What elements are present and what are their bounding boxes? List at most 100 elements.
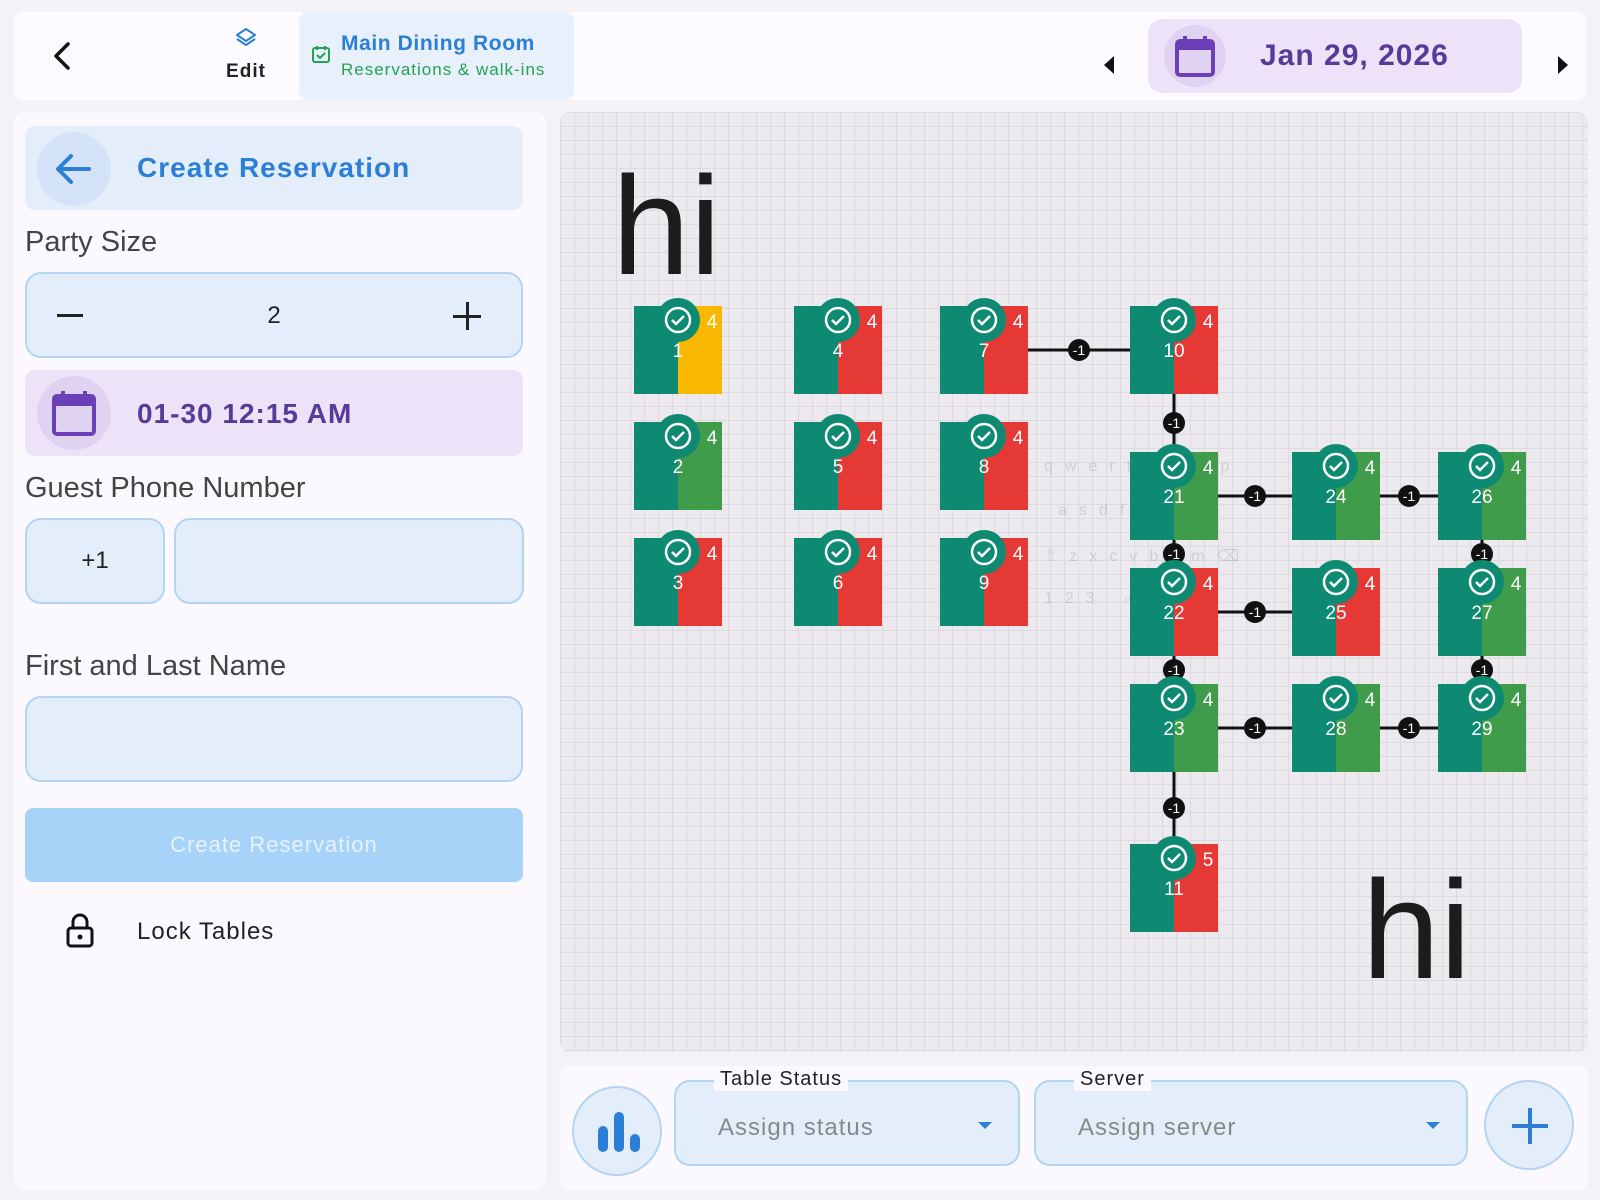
table-seat-count: 4	[1365, 690, 1376, 711]
floor-annotation-text: hi	[612, 147, 721, 304]
table-link-badge[interactable]: -1	[1471, 543, 1493, 565]
add-button[interactable]	[1484, 1080, 1574, 1170]
decrease-party-button[interactable]	[57, 314, 83, 317]
guest-name-input[interactable]	[25, 696, 523, 782]
table-11[interactable]: 5 11	[1130, 836, 1218, 932]
table-number: 5	[833, 457, 844, 478]
table-link-badge[interactable]: -1	[1163, 543, 1185, 565]
lock-tables-toggle[interactable]: Lock Tables	[25, 892, 523, 968]
table-7[interactable]: 47	[940, 298, 1028, 394]
create-reservation-header[interactable]: Create Reservation	[25, 126, 523, 210]
table-seat-count: 4	[1203, 690, 1214, 711]
table-seat-count: 5	[1203, 850, 1214, 871]
svg-text:-1: -1	[1249, 488, 1262, 504]
table-9[interactable]: 49	[940, 530, 1028, 626]
server-dropdown[interactable]: Server Assign server	[1034, 1068, 1468, 1166]
svg-text:-1: -1	[1403, 488, 1416, 504]
table-status-label: Table Status	[714, 1068, 849, 1091]
increase-party-button[interactable]	[453, 302, 481, 330]
table-link-badge[interactable]: -1	[1244, 601, 1266, 623]
table-28[interactable]: 4 28	[1292, 676, 1380, 772]
reservation-datetime-picker[interactable]: 01-30 12:15 AM	[25, 370, 523, 456]
party-size-label: Party Size	[25, 226, 158, 258]
table-seat-count: 4	[1511, 690, 1522, 711]
table-seat-count: 4	[1511, 458, 1522, 479]
table-status-dropdown[interactable]: Table Status Assign status	[674, 1068, 1020, 1166]
statistics-button[interactable]	[572, 1086, 662, 1176]
table-6[interactable]: 46	[794, 530, 882, 626]
table-seat-count: 4	[1013, 428, 1024, 449]
country-code-selector[interactable]: +1	[25, 518, 165, 604]
date-picker-button[interactable]: Jan 29, 2026	[1148, 19, 1522, 93]
table-24[interactable]: 4 24	[1292, 444, 1380, 540]
table-10[interactable]: 4 10	[1130, 298, 1218, 394]
svg-text:-1: -1	[1168, 800, 1181, 816]
table-number: 26	[1471, 487, 1492, 508]
bottom-toolbar: Table Status Assign status Server Assign…	[560, 1066, 1588, 1190]
check-circle-icon	[1460, 560, 1504, 604]
floor-annotation-text: hi	[1362, 851, 1471, 1008]
current-date: Jan 29, 2026	[1260, 39, 1449, 72]
table-seat-count: 4	[1203, 574, 1214, 595]
table-link-badge[interactable]: -1	[1163, 412, 1185, 434]
table-27[interactable]: 4 27	[1438, 560, 1526, 656]
room-selector[interactable]: Main Dining Room Reservations & walk-ins	[299, 12, 574, 100]
top-bar: Edit Main Dining Room Reservations & wal…	[14, 12, 1586, 100]
lock-icon	[66, 913, 94, 948]
table-22[interactable]: 4 22	[1130, 560, 1218, 656]
table-25[interactable]: 4 25	[1292, 560, 1380, 656]
table-number: 1	[673, 341, 684, 362]
table-number: 25	[1325, 603, 1346, 624]
server-value: Assign server	[1078, 1114, 1237, 1141]
check-circle-icon	[1314, 676, 1358, 720]
table-link-badge[interactable]: -1	[1398, 717, 1420, 739]
table-number: 9	[979, 573, 990, 594]
next-date-arrow-icon[interactable]	[1558, 56, 1568, 74]
calendar-icon-badge	[37, 376, 111, 450]
table-seat-count: 4	[1365, 574, 1376, 595]
table-seat-count: 4	[707, 544, 718, 565]
table-1[interactable]: 41	[634, 298, 722, 394]
table-21[interactable]: 4 21	[1130, 444, 1218, 540]
reservation-datetime: 01-30 12:15 AM	[137, 398, 353, 429]
name-label: First and Last Name	[25, 650, 287, 682]
table-link-badge[interactable]: -1	[1471, 659, 1493, 681]
table-seat-count: 4	[1203, 312, 1214, 333]
table-29[interactable]: 4 29	[1438, 676, 1526, 772]
create-reservation-button[interactable]: Create Reservation	[25, 808, 523, 882]
check-circle-icon	[816, 298, 860, 342]
check-circle-icon	[816, 530, 860, 574]
table-5[interactable]: 45	[794, 414, 882, 510]
table-4[interactable]: 44	[794, 298, 882, 394]
table-link-badge[interactable]: -1	[1244, 717, 1266, 739]
table-number: 11	[1164, 879, 1184, 900]
lock-tables-label: Lock Tables	[137, 918, 275, 945]
table-2[interactable]: 42	[634, 414, 722, 510]
table-link-badge[interactable]: -1	[1398, 485, 1420, 507]
table-link-badge[interactable]: -1	[1163, 659, 1185, 681]
calendar-icon	[1175, 36, 1215, 77]
svg-text:-1: -1	[1476, 662, 1489, 678]
svg-text:-1: -1	[1249, 604, 1262, 620]
table-number: 28	[1325, 719, 1346, 740]
floor-layout: -1-1-1 -1-1-1-1-1 -1-1 -1-14142434445464748…	[634, 298, 1526, 932]
phone-number-input[interactable]	[174, 518, 524, 604]
table-23[interactable]: 4 23	[1130, 676, 1218, 772]
table-number: 10	[1163, 341, 1184, 362]
edit-button[interactable]: Edit	[210, 24, 282, 90]
back-button[interactable]	[44, 36, 84, 76]
previous-date-arrow-icon[interactable]	[1104, 56, 1114, 74]
table-link-badge[interactable]: -1	[1068, 339, 1090, 361]
table-8[interactable]: 48	[940, 414, 1028, 510]
check-circle-icon	[1152, 836, 1196, 880]
room-title: Main Dining Room	[341, 32, 535, 55]
layers-icon	[236, 28, 256, 46]
table-link-badge[interactable]: -1	[1244, 485, 1266, 507]
table-seat-count: 4	[707, 312, 718, 333]
reservation-panel: Create Reservation Party Size 2 01-30 12…	[14, 112, 546, 1190]
table-seat-count: 4	[1203, 458, 1214, 479]
table-link-badge[interactable]: -1	[1163, 797, 1185, 819]
table-3[interactable]: 43	[634, 530, 722, 626]
table-number: 8	[979, 457, 990, 478]
table-26[interactable]: 4 26	[1438, 444, 1526, 540]
